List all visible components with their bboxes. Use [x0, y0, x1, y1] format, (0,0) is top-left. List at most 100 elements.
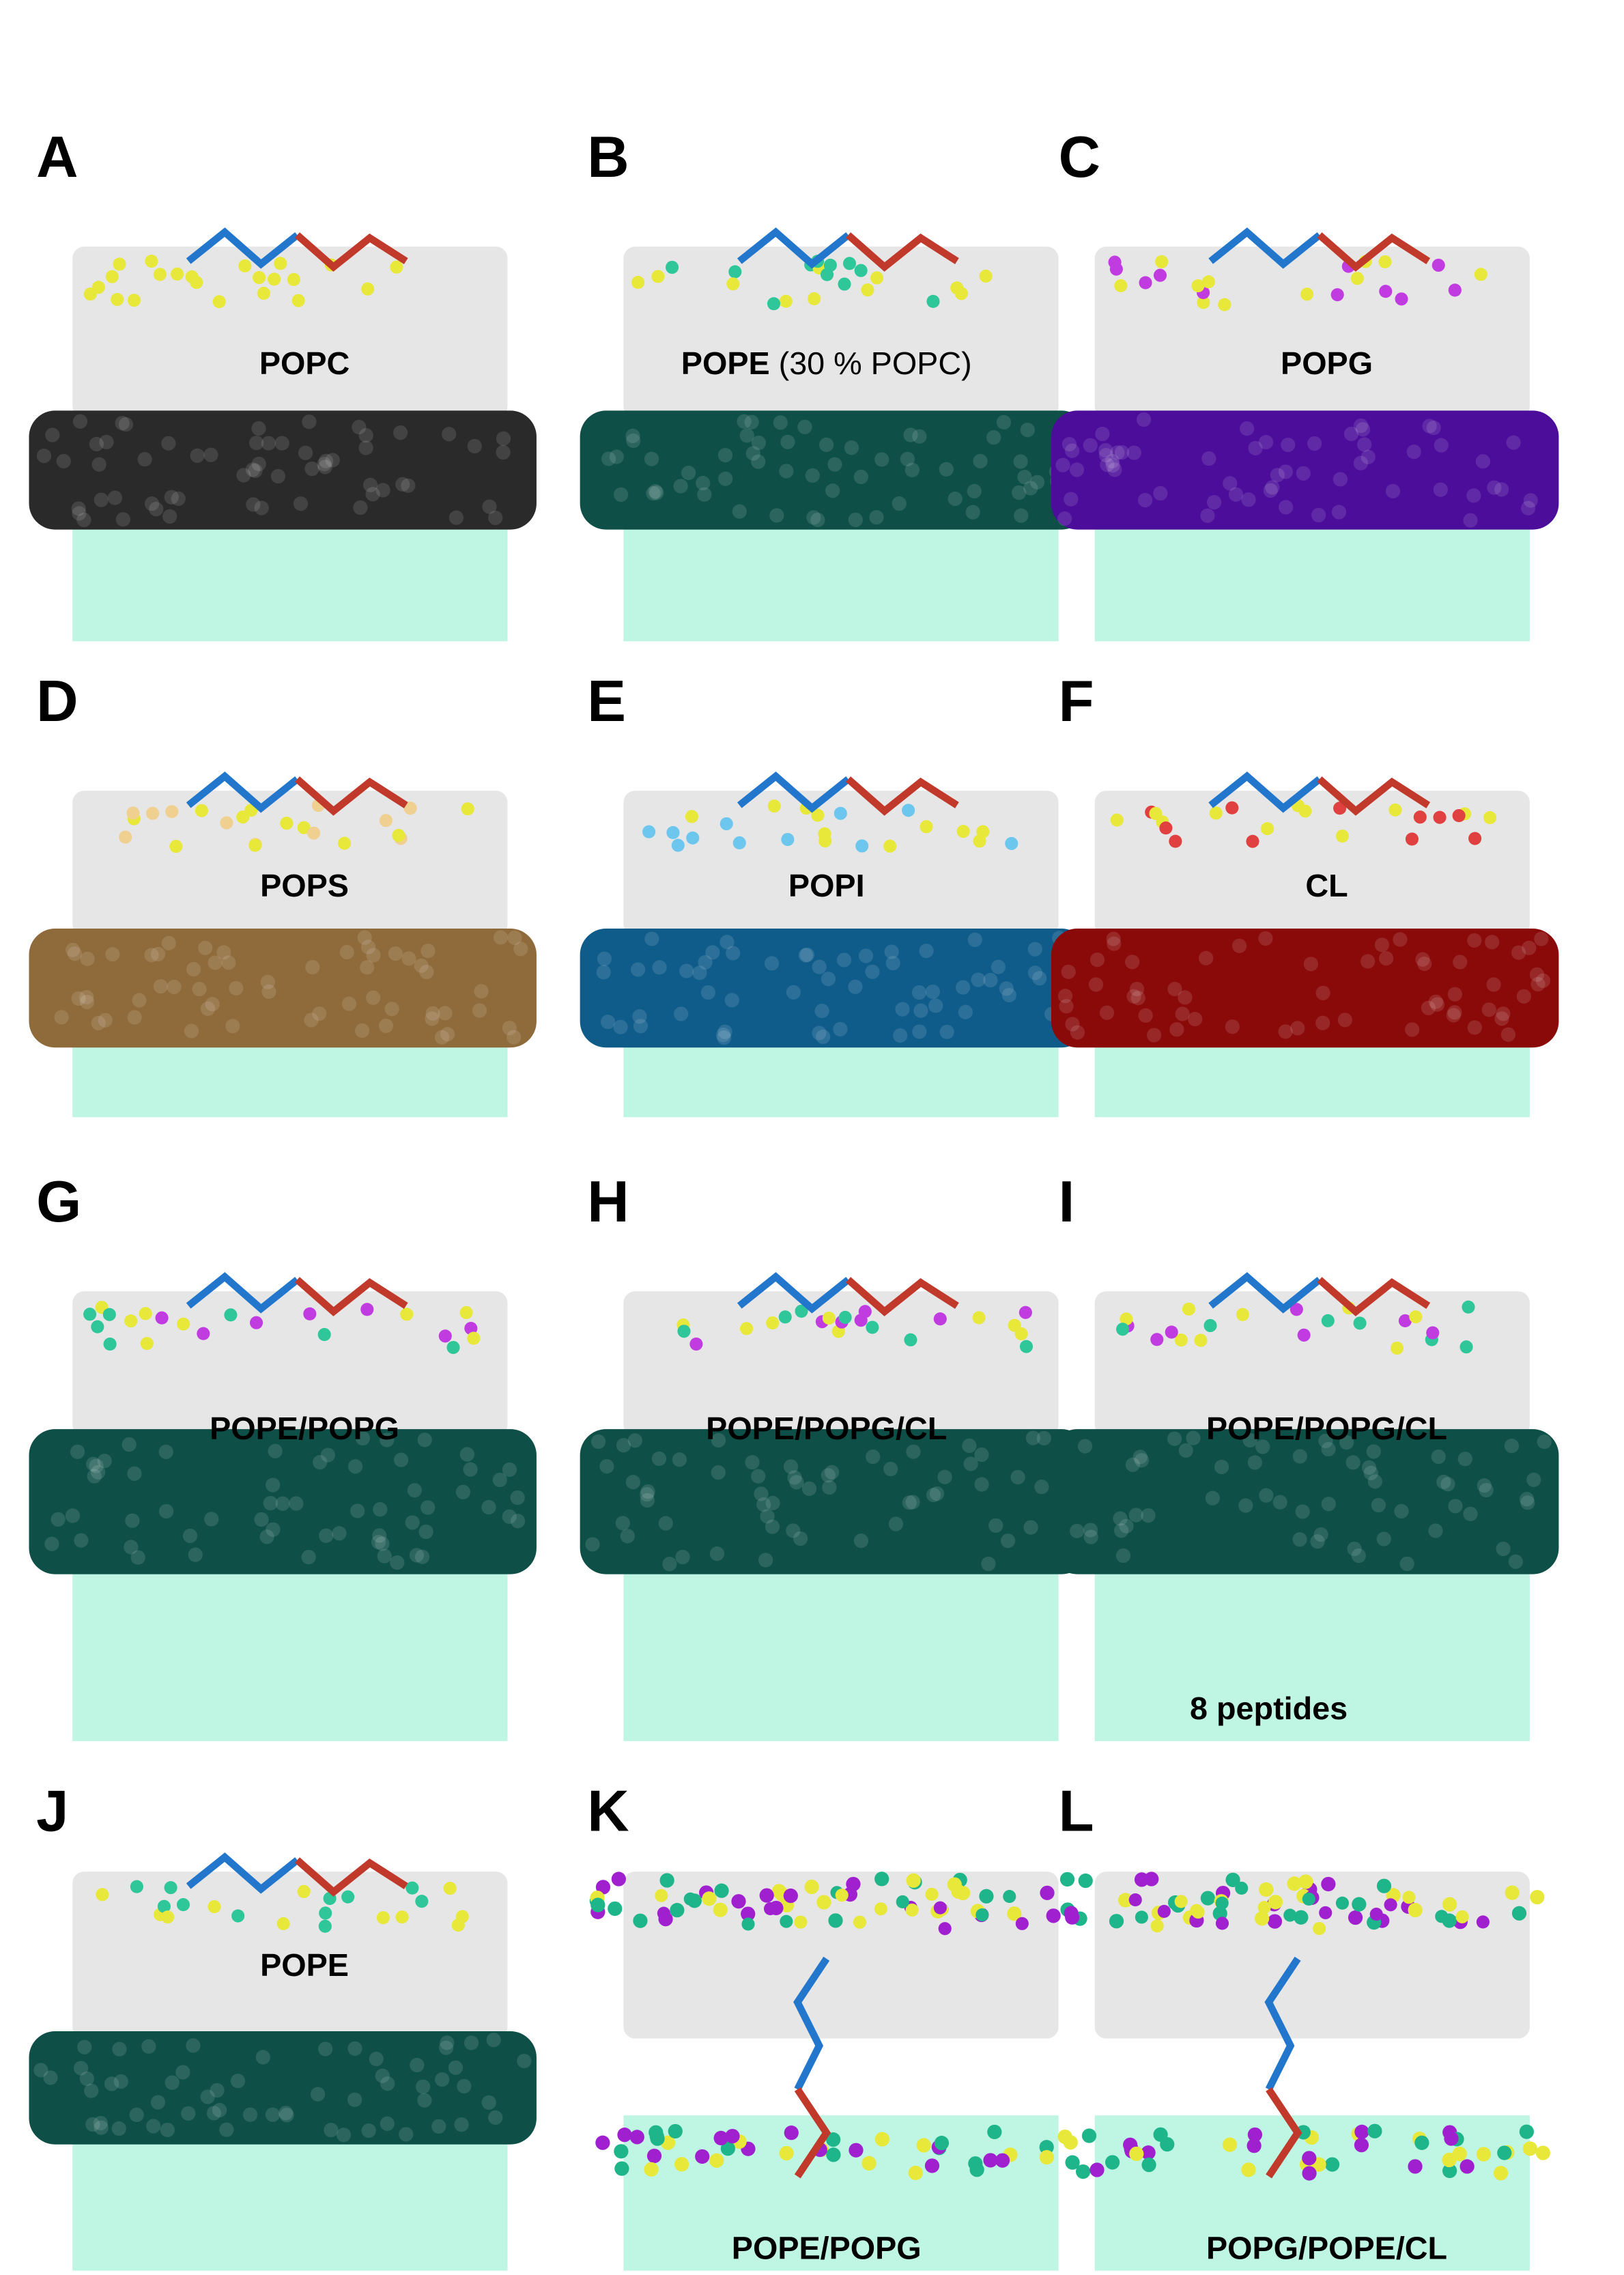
headgroup [157, 1899, 171, 1913]
lipid-bead [765, 1519, 780, 1534]
lipid-bead [754, 1486, 769, 1501]
lipid-bead [438, 1006, 453, 1021]
lipid-bead [751, 1469, 766, 1484]
headgroup [91, 1320, 104, 1333]
lipid-bead [73, 2061, 89, 2076]
lipid-bead [401, 951, 416, 966]
headgroup [1218, 298, 1231, 311]
headgroup [1246, 834, 1259, 848]
headgroup [818, 834, 832, 848]
lipid-bead [912, 429, 927, 444]
lipid-bead [1115, 1548, 1131, 1564]
headgroup [938, 1922, 952, 1936]
lipid-label: POPE (30 % POPC) [681, 345, 972, 381]
headgroup [795, 1304, 808, 1318]
headgroup [983, 2153, 998, 2168]
lipid-bead [298, 445, 313, 460]
headgroup [874, 1871, 889, 1887]
headgroup [1312, 1921, 1326, 1936]
headgroup [1413, 810, 1427, 824]
lipid-bead [895, 1002, 910, 1017]
lipid-bead [1463, 513, 1478, 528]
headgroup [926, 294, 940, 309]
lipid-bead [67, 946, 83, 961]
lipid-bead [502, 1509, 517, 1524]
lower-leaflet [29, 929, 537, 1048]
headgroup [1259, 1882, 1274, 1897]
lipid-bead [260, 974, 275, 989]
lipid-bead [1069, 462, 1085, 477]
headgroup [341, 1890, 355, 1904]
lipid-bead [457, 2078, 472, 2094]
headgroup [176, 1898, 190, 1912]
headgroup [709, 2153, 724, 2168]
headgroup [297, 1884, 311, 1898]
lower-leaflet [580, 410, 1088, 530]
lipid-bead [127, 1010, 142, 1025]
lipid-bead [1292, 1532, 1307, 1547]
headgroup [1405, 832, 1419, 846]
lipid-bead [799, 947, 814, 962]
headgroup [838, 1310, 852, 1325]
lipid-bead [625, 428, 640, 444]
lipid-bead [302, 414, 317, 429]
lipid-bead [974, 1447, 989, 1462]
lipid-bead [212, 2102, 227, 2118]
lipid-bead [613, 1019, 628, 1034]
headgroup [1201, 275, 1215, 289]
lipid-bead [1113, 1523, 1129, 1538]
headgroup [808, 292, 821, 306]
lipid-bead [124, 1540, 139, 1555]
headgroup [1497, 2145, 1512, 2160]
peptide [737, 1272, 851, 1314]
lipid-bead [1125, 955, 1140, 970]
headgroup [924, 2158, 940, 2173]
headgroup [165, 805, 179, 819]
headgroup [459, 1305, 473, 1320]
lipid-bead [360, 939, 376, 955]
lipid-bead [186, 2038, 201, 2053]
headgroup [1448, 283, 1462, 297]
headgroup [720, 817, 733, 831]
headgroup [713, 1902, 728, 1917]
headgroup [846, 1876, 861, 1892]
lipid-bead [448, 510, 464, 525]
lipid-bead [421, 1500, 436, 1515]
headgroup [1505, 1885, 1520, 1900]
lipid-bead [1481, 1002, 1496, 1017]
headgroup [1120, 1312, 1133, 1326]
headgroup [1442, 2152, 1457, 2168]
headgroup [811, 808, 825, 822]
upper-leaflet [623, 1871, 1059, 2039]
headgroup [376, 1911, 390, 1925]
lipid-bead [1376, 1531, 1391, 1546]
headgroup [1409, 1310, 1423, 1324]
lipid-bead [181, 2106, 196, 2121]
headgroup [665, 260, 679, 274]
lipid-bead [1214, 1459, 1229, 1475]
headgroup [822, 1311, 836, 1325]
lipid-bead [236, 468, 251, 483]
headgroup [1203, 1318, 1217, 1333]
headgroup [1369, 1908, 1383, 1921]
lipid-bead [711, 1465, 726, 1480]
lipid-bead [372, 1528, 387, 1543]
lipid-bead [1070, 1523, 1085, 1538]
lipid-bead [65, 942, 81, 957]
lipid-bead [1059, 999, 1074, 1014]
headgroup [1039, 2149, 1054, 2165]
lipid-bead [1467, 933, 1482, 948]
lipid-bead [190, 448, 205, 463]
lipid-bead [999, 981, 1014, 996]
headgroup [1379, 285, 1393, 298]
lipid-bead [649, 485, 664, 500]
lipid-bead [144, 948, 159, 963]
lipid-bead [115, 512, 130, 527]
headgroup [1215, 1896, 1229, 1910]
lipid-bead [590, 1434, 606, 1450]
lipid-bead [414, 1549, 430, 1564]
lipid-bead [1351, 1548, 1366, 1564]
lipid-bead [45, 427, 60, 442]
headgroup [1078, 1873, 1093, 1889]
panel-letter: F [1059, 669, 1094, 734]
